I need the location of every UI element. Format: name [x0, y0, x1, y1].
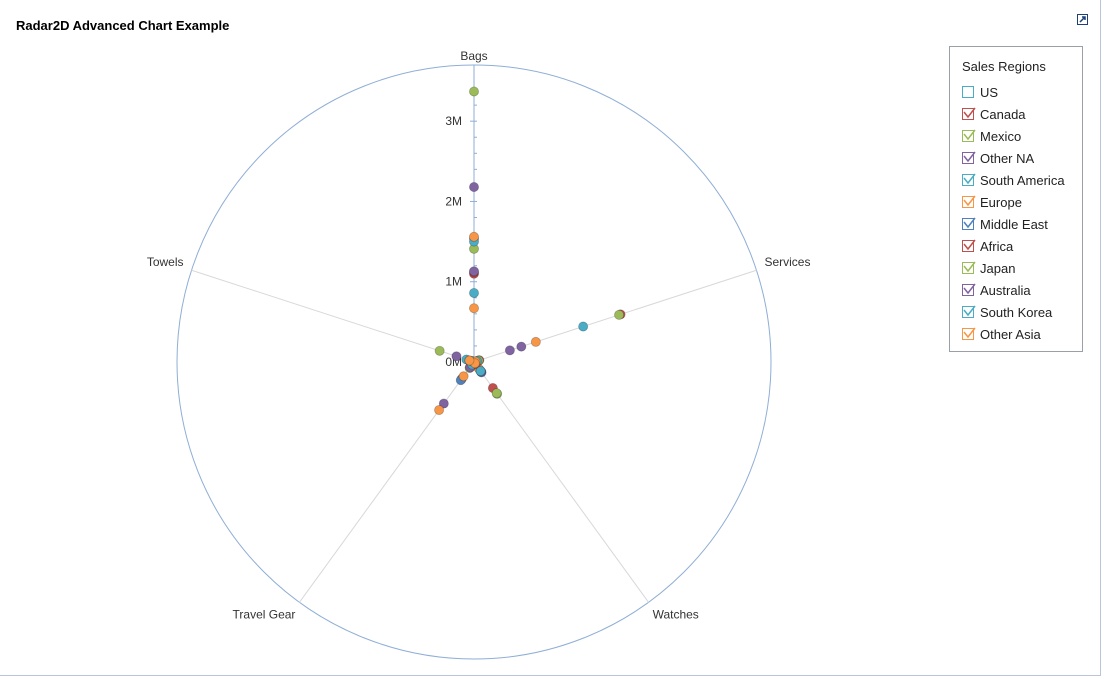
- checkbox-checked-icon[interactable]: [962, 305, 976, 318]
- legend-item[interactable]: Canada: [962, 103, 1082, 125]
- data-point: [468, 303, 479, 314]
- axis-tick-label: 1M: [445, 275, 462, 289]
- data-point: [578, 321, 589, 332]
- axis-tick-label: 2M: [445, 194, 462, 208]
- legend-label: Canada: [980, 106, 1026, 122]
- legend-items: US Canada Mexico Other NA South America Europ…: [962, 81, 1082, 345]
- data-point: [491, 388, 502, 399]
- data-point: [516, 341, 527, 352]
- legend-item[interactable]: US: [962, 81, 1082, 103]
- chart-title: Radar2D Advanced Chart Example: [16, 18, 230, 33]
- category-label: Services: [764, 255, 810, 269]
- data-point: [468, 287, 479, 298]
- category-label: Watches: [653, 607, 699, 621]
- checkbox-checked-icon[interactable]: [962, 239, 976, 252]
- checkbox-checked-icon[interactable]: [962, 173, 976, 186]
- expand-icon[interactable]: [1077, 12, 1088, 25]
- legend-item[interactable]: Europe: [962, 191, 1082, 213]
- checkbox-checked-icon[interactable]: [962, 151, 976, 164]
- checkbox-checked-icon[interactable]: [962, 107, 976, 120]
- legend-label: Europe: [980, 194, 1022, 210]
- data-point: [451, 351, 462, 362]
- legend-item[interactable]: Middle East: [962, 213, 1082, 235]
- data-point: [468, 231, 479, 242]
- data-point: [468, 266, 479, 277]
- legend-label: Other NA: [980, 150, 1035, 166]
- data-point: [504, 345, 515, 356]
- axis-tick-label: 3M: [445, 114, 462, 128]
- legend-item[interactable]: South Korea: [962, 301, 1082, 323]
- radar-spoke: [473, 361, 649, 603]
- legend-label: Middle East: [980, 216, 1048, 232]
- legend-item[interactable]: Mexico: [962, 125, 1082, 147]
- legend: Sales Regions US Canada Mexico Other NA Sout…: [949, 46, 1083, 352]
- legend-label: US: [980, 84, 999, 100]
- data-point: [464, 355, 475, 366]
- legend-item[interactable]: Australia: [962, 279, 1082, 301]
- legend-label: Africa: [980, 238, 1014, 254]
- checkbox-checked-icon[interactable]: [962, 261, 976, 274]
- category-label: Towels: [147, 255, 184, 269]
- data-point: [614, 309, 625, 320]
- legend-item[interactable]: Africa: [962, 235, 1082, 257]
- data-point: [438, 398, 449, 409]
- legend-title: Sales Regions: [962, 59, 1046, 74]
- legend-item[interactable]: South America: [962, 169, 1082, 191]
- radar-spoke: [191, 269, 475, 363]
- legend-item[interactable]: Japan: [962, 257, 1082, 279]
- checkbox-checked-icon[interactable]: [962, 129, 976, 142]
- legend-item[interactable]: Other NA: [962, 147, 1082, 169]
- legend-label: South America: [980, 172, 1065, 188]
- checkbox-checked-icon[interactable]: [962, 217, 976, 230]
- legend-label: Australia: [980, 282, 1031, 298]
- legend-label: Other Asia: [980, 326, 1041, 342]
- legend-item[interactable]: Other Asia: [962, 323, 1082, 345]
- checkbox-checked-icon[interactable]: [962, 195, 976, 208]
- checkbox-checked-icon[interactable]: [962, 327, 976, 340]
- data-point: [468, 182, 479, 193]
- category-label: Travel Gear: [233, 607, 296, 621]
- checkbox-unchecked-icon[interactable]: [962, 86, 974, 98]
- legend-label: Mexico: [980, 128, 1022, 144]
- data-point: [468, 86, 479, 97]
- data-point: [458, 371, 469, 382]
- data-point: [434, 405, 445, 416]
- category-label: Bags: [460, 49, 487, 63]
- legend-label: South Korea: [980, 304, 1053, 320]
- legend-label: Japan: [980, 260, 1016, 276]
- data-point: [530, 336, 541, 347]
- checkbox-checked-icon[interactable]: [962, 283, 976, 296]
- data-point: [475, 366, 486, 377]
- radar-spoke: [299, 361, 475, 603]
- data-point: [434, 345, 445, 356]
